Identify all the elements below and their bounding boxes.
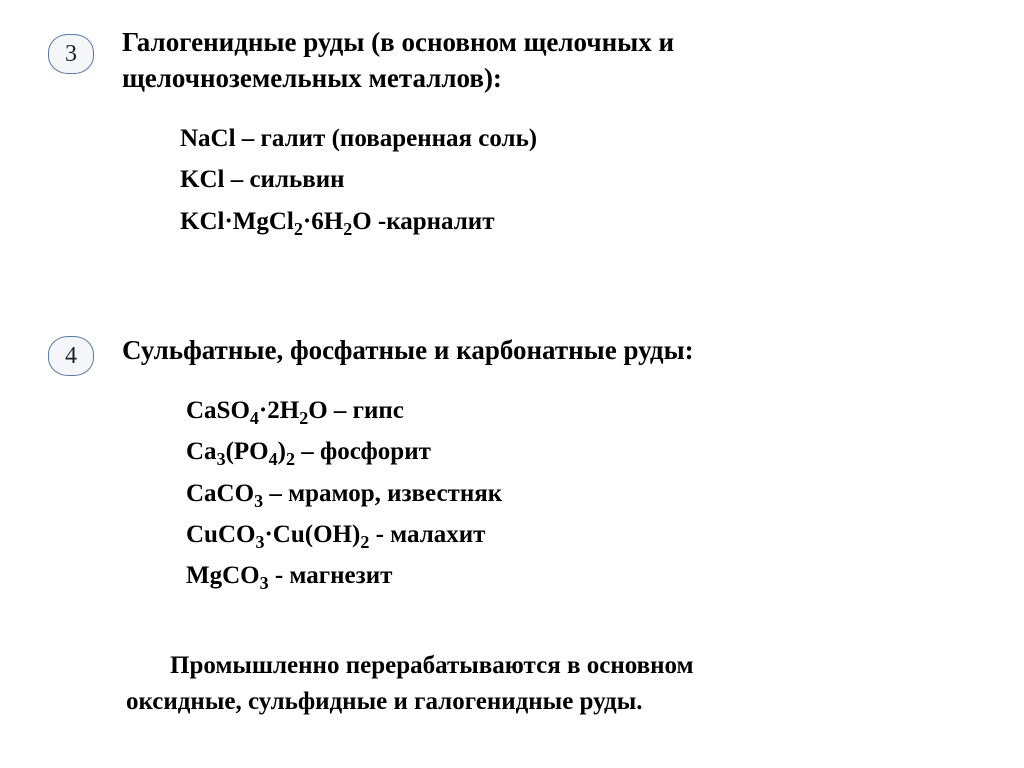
heading-line: щелочноземельных металлов): (122, 60, 942, 96)
list-item: CaCO3 – мрамор, известняк (186, 473, 946, 514)
list-item: KCl·MgCl2·6H2O -карналит (180, 201, 940, 242)
list-item: CaSO4·2H2O – гипс (186, 390, 946, 431)
footer-line: Промышленно перерабатываются в основном (170, 652, 694, 679)
section-number-badge-3: 3 (48, 34, 94, 74)
section-number-badge-4: 4 (48, 336, 94, 376)
section-3-heading: Галогенидные руды (в основном щелочных и… (122, 24, 942, 97)
badge-4-text: 4 (65, 343, 77, 370)
section-3-list: NaCl – галит (поваренная соль) KCl – сил… (180, 118, 940, 242)
section-4-heading: Сульфатные, фосфатные и карбонатные руды… (122, 332, 942, 368)
heading-line: Сульфатные, фосфатные и карбонатные руды… (122, 335, 694, 365)
section-4-list: CaSO4·2H2O – гипс Ca3(PO4)2 – фосфорит C… (186, 390, 946, 596)
list-item: MgCO3 - магнезит (186, 555, 946, 596)
list-item: KCl – сильвин (180, 159, 940, 200)
heading-line: Галогенидные руды (в основном щелочных и (122, 24, 942, 60)
footer-paragraph: Промышленно перерабатываются в основном … (126, 648, 946, 721)
list-item: NaCl – галит (поваренная соль) (180, 118, 940, 159)
footer-line: оксидные, сульфидные и галогенидные руды… (126, 684, 642, 720)
badge-3-text: 3 (65, 41, 77, 68)
list-item: CuCO3·Cu(OH)2 - малахит (186, 514, 946, 555)
list-item: Ca3(PO4)2 – фосфорит (186, 431, 946, 472)
slide: 3 Галогенидные руды (в основном щелочных… (0, 0, 1024, 768)
